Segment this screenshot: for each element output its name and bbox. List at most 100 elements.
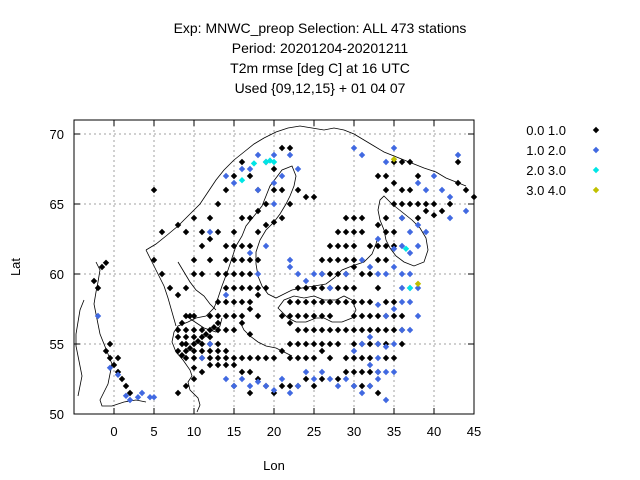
data-point-series-1 (230, 354, 238, 362)
data-point-series-2 (414, 221, 422, 229)
data-point-series-1 (182, 284, 190, 292)
data-point-series-2 (238, 165, 246, 173)
data-point-series-1 (334, 242, 342, 250)
data-point-series-1 (246, 331, 254, 338)
data-point-series-1 (182, 326, 190, 334)
data-point-series-1 (246, 214, 254, 222)
x-axis-label: Lon (263, 458, 285, 473)
data-point-series-1 (178, 340, 186, 348)
legend-label-4: 3.0 4.0 (526, 183, 566, 198)
data-point-series-1 (382, 326, 390, 334)
data-point-series-1 (278, 144, 286, 152)
data-point-series-3 (406, 284, 414, 292)
data-point-series-1 (422, 200, 430, 208)
data-point-series-1 (254, 291, 262, 299)
data-point-series-2 (454, 151, 462, 159)
data-point-series-2 (342, 270, 350, 278)
data-point-series-1 (254, 207, 262, 215)
data-point-series-2 (366, 263, 374, 271)
data-point-series-1 (382, 172, 390, 180)
y-tick-label: 60 (50, 267, 64, 282)
data-point-series-1 (342, 354, 350, 362)
data-point-series-2 (334, 382, 342, 390)
data-point-series-1 (318, 256, 326, 264)
data-point-series-1 (334, 228, 342, 236)
data-point-series-1 (278, 214, 286, 222)
data-point-series-1 (470, 193, 478, 201)
data-point-series-1 (118, 375, 126, 383)
data-point-series-1 (190, 270, 198, 278)
data-point-series-2 (270, 179, 278, 187)
data-point-series-1 (454, 158, 462, 166)
data-point-series-2 (358, 340, 366, 348)
data-point-series-1 (334, 375, 342, 383)
data-point-series-1 (398, 200, 406, 208)
data-point-series-1 (406, 158, 414, 166)
data-point-series-1 (238, 214, 246, 222)
data-point-series-2 (206, 340, 214, 348)
data-point-series-2 (374, 270, 382, 278)
data-point-series-2 (374, 368, 382, 376)
data-point-series-1 (190, 364, 198, 371)
data-point-series-1 (182, 312, 190, 320)
data-point-series-1 (254, 284, 262, 292)
data-point-series-2 (350, 382, 358, 390)
data-point-series-1 (182, 354, 190, 362)
data-point-series-1 (318, 347, 326, 355)
x-tick-label: 10 (187, 424, 201, 439)
data-point-series-1 (342, 326, 350, 334)
data-point-series-1 (398, 186, 406, 194)
data-point-series-1 (174, 389, 182, 397)
data-point-series-1 (206, 361, 214, 369)
data-point-series-2 (422, 186, 430, 194)
data-point-series-1 (350, 298, 358, 306)
y-tick-label: 50 (50, 407, 64, 422)
data-point-series-1 (158, 228, 166, 236)
data-point-series-3 (262, 158, 270, 166)
data-point-series-1 (270, 165, 278, 173)
data-point-series-1 (278, 382, 286, 390)
data-point-series-1 (190, 333, 198, 341)
data-point-series-2 (138, 389, 146, 397)
chart-title-line-3: T2m rmse [deg C] at 16 UTC (230, 60, 410, 76)
data-point-series-1 (262, 200, 270, 208)
data-point-series-1 (214, 340, 222, 348)
data-point-series-2 (390, 144, 398, 152)
data-point-series-1 (214, 326, 222, 334)
data-point-series-2 (222, 375, 230, 383)
data-point-series-1 (390, 326, 398, 334)
data-point-series-1 (390, 200, 398, 208)
data-point-series-1 (230, 256, 238, 264)
data-point-series-1 (422, 207, 430, 215)
data-point-series-2 (366, 333, 374, 341)
data-point-series-2 (318, 270, 326, 278)
data-point-series-1 (222, 284, 230, 292)
data-point-series-1 (462, 186, 470, 194)
data-point-series-2 (390, 245, 398, 252)
data-point-series-2 (366, 361, 374, 369)
data-point-series-1 (222, 256, 230, 264)
data-point-series-1 (222, 270, 230, 278)
data-point-series-2 (318, 368, 326, 376)
data-point-series-1 (390, 354, 398, 362)
data-point-series-1 (222, 347, 230, 355)
data-point-series-1 (390, 179, 398, 187)
data-point-series-1 (350, 242, 358, 250)
data-point-series-1 (358, 354, 366, 362)
data-point-series-1 (406, 200, 414, 208)
data-point-series-2 (122, 392, 130, 399)
data-point-series-1 (334, 256, 342, 264)
data-point-series-1 (454, 179, 462, 187)
data-point-series-2 (414, 284, 422, 292)
data-point-series-1 (198, 270, 206, 278)
data-point-series-1 (246, 354, 254, 362)
data-point-series-1 (334, 284, 342, 292)
data-point-series-2 (94, 312, 102, 320)
data-point-series-1 (178, 352, 186, 359)
data-point-series-1 (238, 298, 246, 306)
data-point-series-2 (254, 378, 262, 385)
data-point-series-2 (150, 394, 158, 401)
y-tick-label: 65 (50, 197, 64, 212)
data-point-series-1 (366, 354, 374, 362)
data-point-series-1 (106, 340, 114, 348)
